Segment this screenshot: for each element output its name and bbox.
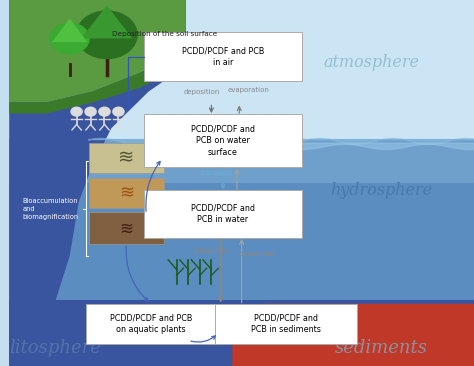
Polygon shape [232, 304, 474, 366]
Text: ≋: ≋ [119, 219, 133, 238]
FancyBboxPatch shape [144, 114, 302, 168]
Text: desorption: desorption [240, 251, 277, 257]
Text: evaporation: evaporation [228, 87, 270, 93]
Bar [9, 139, 474, 300]
Circle shape [50, 23, 89, 54]
Text: PCDD/PCDF and
PCB on water
surface: PCDD/PCDF and PCB on water surface [191, 125, 255, 157]
Text: PCDD/PCDF and
PCB in sediments: PCDD/PCDF and PCB in sediments [251, 314, 321, 334]
Text: ≋: ≋ [119, 184, 134, 202]
Circle shape [71, 107, 82, 116]
Text: litosphere: litosphere [10, 339, 101, 357]
FancyBboxPatch shape [89, 143, 164, 173]
Text: PCDD/PCDF and PCB
in air: PCDD/PCDF and PCB in air [182, 46, 264, 67]
FancyBboxPatch shape [144, 32, 302, 82]
FancyBboxPatch shape [89, 212, 164, 244]
Circle shape [77, 11, 137, 59]
FancyBboxPatch shape [86, 304, 216, 344]
FancyBboxPatch shape [89, 178, 164, 208]
Circle shape [113, 107, 124, 116]
Bar [9, 139, 474, 183]
Text: PCDD/PCDF and
PCB in water: PCDD/PCDF and PCB in water [191, 204, 255, 224]
Polygon shape [9, 0, 186, 102]
Text: Deposition of the soil surface: Deposition of the soil surface [112, 31, 218, 37]
Text: atmosphere: atmosphere [324, 54, 420, 71]
FancyBboxPatch shape [215, 304, 356, 344]
Bar [9, 0, 474, 139]
Text: ≋: ≋ [118, 149, 135, 168]
Circle shape [85, 107, 96, 116]
Text: Bioaccumulation
and
biomagnification: Bioaccumulation and biomagnification [22, 198, 78, 220]
Circle shape [99, 107, 110, 116]
Polygon shape [81, 5, 132, 38]
Polygon shape [9, 0, 186, 300]
Text: adsorption: adsorption [193, 248, 230, 254]
Text: deposition: deposition [184, 89, 220, 95]
FancyBboxPatch shape [144, 190, 302, 238]
Bar [9, 300, 474, 366]
Polygon shape [52, 18, 87, 42]
Polygon shape [9, 51, 186, 113]
Text: PCDD/PCDF and PCB
on aquatic plants: PCDD/PCDF and PCB on aquatic plants [110, 314, 192, 334]
Text: sediments: sediments [335, 339, 428, 357]
Text: hydrosphere: hydrosphere [330, 182, 432, 199]
Text: transport: transport [201, 170, 234, 176]
